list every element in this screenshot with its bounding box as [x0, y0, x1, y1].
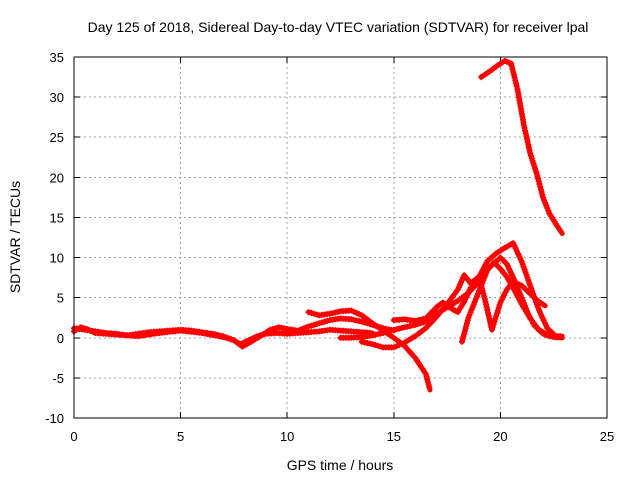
data-point — [540, 301, 546, 308]
x-tick-label: 25 — [600, 429, 614, 444]
data-point — [557, 228, 564, 235]
data-point — [270, 326, 276, 332]
y-tick-label: 30 — [50, 90, 64, 105]
series-track-2 — [71, 315, 397, 350]
y-tick-label: 0 — [57, 331, 64, 346]
data-series — [71, 58, 565, 393]
axis-ticks: 0 5 10 15 20 25 -10 -5 0 5 10 15 20 25 30 35 — [45, 50, 614, 444]
grid — [74, 57, 607, 418]
y-tick-label: 10 — [50, 251, 64, 266]
data-point — [426, 384, 433, 391]
x-tick-label: 5 — [177, 429, 184, 444]
data-point — [513, 83, 520, 90]
y-tick-label: 5 — [57, 291, 64, 306]
y-axis-label: SDTVAR / TECUs — [7, 181, 23, 293]
y-tick-label: -5 — [52, 371, 64, 386]
y-tick-label: -10 — [45, 411, 64, 426]
y-tick-label: 25 — [50, 130, 64, 145]
series-track-7 — [459, 259, 565, 345]
data-point — [267, 326, 274, 333]
y-tick-label: 15 — [50, 210, 64, 225]
data-point — [272, 325, 279, 332]
data-point — [488, 326, 495, 333]
data-point — [494, 307, 501, 314]
y-tick-label: 20 — [50, 170, 64, 185]
x-axis-label: GPS time / hours — [287, 457, 394, 473]
series-track-6 — [390, 274, 548, 333]
y-tick-label: 35 — [50, 50, 64, 65]
data-point — [491, 318, 498, 325]
series-track-8 — [478, 58, 565, 236]
x-tick-label: 0 — [70, 429, 77, 444]
plot-frame — [73, 56, 608, 419]
x-tick-label: 10 — [280, 429, 294, 444]
chart-title: Day 125 of 2018, Sidereal Day-to-day VTE… — [88, 19, 589, 35]
x-tick-label: 20 — [493, 429, 507, 444]
data-point — [557, 333, 564, 340]
x-tick-label: 15 — [387, 429, 401, 444]
